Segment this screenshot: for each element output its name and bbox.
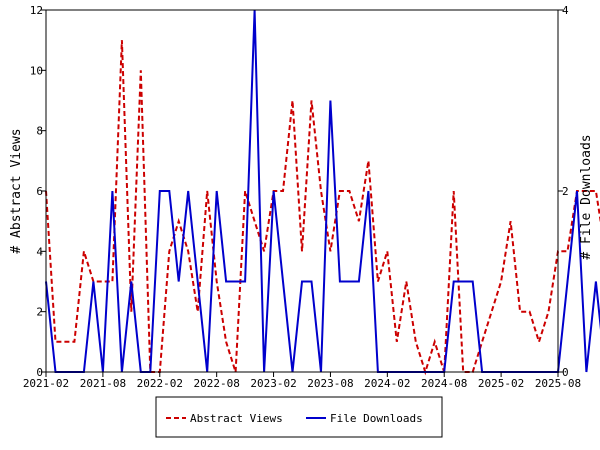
x-tick-label: 2021-08 xyxy=(80,377,126,390)
y-left-tick-label: 0 xyxy=(36,366,43,379)
legend-label-abstract-views: Abstract Views xyxy=(190,412,283,425)
x-tick-label: 2025-08 xyxy=(535,377,581,390)
x-tick-label: 2022-08 xyxy=(193,377,239,390)
series-line-file-downloads xyxy=(45,9,600,373)
y-right-tick-label: 2 xyxy=(562,185,569,198)
y-left-tick-label: 6 xyxy=(36,185,43,198)
legend-label-file-downloads: File Downloads xyxy=(330,412,423,425)
y-left-tick-label: 8 xyxy=(36,125,43,138)
x-tick-label: 2023-08 xyxy=(307,377,353,390)
y-left-tick-label: 4 xyxy=(36,245,43,258)
y-left-label: # Abstract Views xyxy=(9,128,24,253)
x-tick-label: 2025-02 xyxy=(478,377,524,390)
legend: Abstract Views File Downloads xyxy=(155,396,443,438)
x-tick-label: 2024-02 xyxy=(364,377,410,390)
legend-box xyxy=(155,396,443,438)
y-right-tick-label: 4 xyxy=(562,4,569,17)
y-right-label: # File Downloads xyxy=(579,134,594,259)
x-tick-label: 2023-02 xyxy=(250,377,296,390)
x-tick-label: 2021-02 xyxy=(23,377,69,390)
y-left-tick-label: 12 xyxy=(30,4,43,17)
y-right-tick-label: 0 xyxy=(562,366,569,379)
series-line-abstract-views xyxy=(45,40,600,376)
y-left-tick-label: 10 xyxy=(30,64,43,77)
x-tick-label: 2022-02 xyxy=(137,377,183,390)
y-left-tick-label: 2 xyxy=(36,306,43,319)
x-tick-label: 2024-08 xyxy=(421,377,467,390)
